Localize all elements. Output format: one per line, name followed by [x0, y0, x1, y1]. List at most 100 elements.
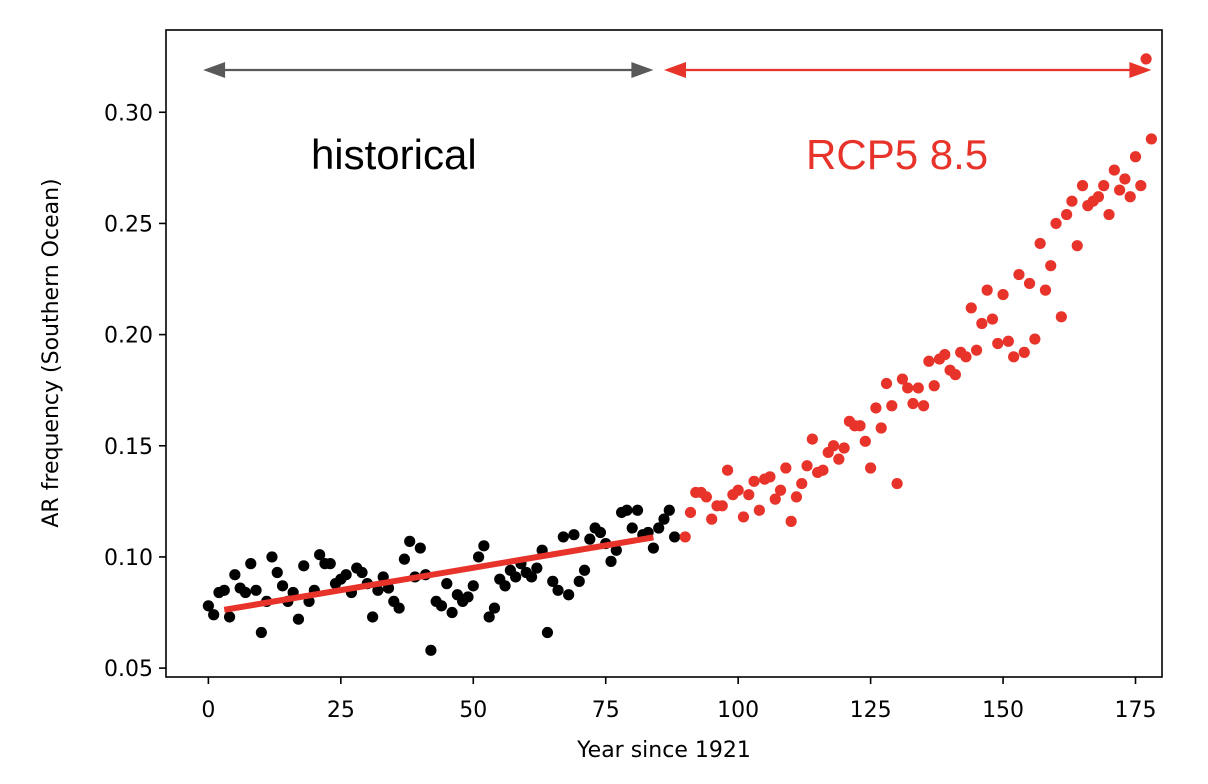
- rcp-point: [896, 373, 909, 385]
- y-tick-label: 0.20: [104, 324, 153, 349]
- historical-point: [245, 558, 257, 570]
- rcp-point: [965, 302, 977, 314]
- historical-point: [552, 584, 564, 596]
- x-tick-label: 175: [1115, 698, 1157, 723]
- x-tick-label: 150: [982, 698, 1024, 723]
- rcp-point: [1071, 240, 1083, 252]
- rcp-point: [801, 460, 813, 472]
- trend-line: [223, 534, 654, 613]
- historical-point: [568, 529, 580, 541]
- y-tick-label: 0.15: [104, 435, 153, 460]
- rcp-point: [880, 377, 893, 390]
- historical-point: [314, 549, 326, 561]
- rcp-point: [1008, 351, 1020, 363]
- x-tick-label: 0: [201, 698, 215, 723]
- historical-point: [499, 580, 511, 592]
- rcp-point: [891, 477, 903, 490]
- historical-point: [229, 569, 241, 581]
- rcp-point: [870, 402, 882, 414]
- rcp-point: [928, 380, 940, 392]
- plot-frame: [165, 29, 1163, 678]
- annotation-rcp: RCP5 8.5: [806, 131, 988, 178]
- rcp-point: [1124, 191, 1136, 203]
- historical-point: [557, 531, 569, 543]
- rcp-point: [1114, 184, 1126, 196]
- historical-point: [488, 602, 501, 614]
- historical-point: [631, 504, 644, 516]
- rcp-point: [923, 355, 935, 367]
- y-tick-label: 0.10: [104, 546, 153, 571]
- historical-point: [658, 513, 670, 525]
- historical-point: [404, 535, 416, 547]
- rcp-point: [700, 491, 712, 503]
- rcp-point: [1135, 180, 1147, 192]
- rcp-point: [732, 484, 744, 496]
- historical-point: [578, 564, 591, 576]
- rcp-point: [753, 504, 765, 516]
- rcp-point: [1023, 277, 1036, 290]
- rcp-point: [806, 433, 818, 445]
- historical-point: [531, 562, 543, 574]
- rcp-point: [1050, 217, 1062, 230]
- arrow-head-right: [631, 62, 654, 79]
- rcp-point: [833, 453, 845, 465]
- historical-point: [605, 555, 617, 567]
- rcp-point: [721, 464, 734, 476]
- rcp-point: [1103, 208, 1115, 221]
- rcp-point: [743, 489, 755, 501]
- rcp-point: [960, 351, 972, 363]
- rcp-point: [986, 313, 999, 325]
- rcp-point: [997, 288, 1009, 301]
- historical-point: [573, 575, 585, 587]
- arrow-head-left: [203, 62, 226, 79]
- x-tick-label: 100: [717, 698, 759, 723]
- rcp-point: [992, 337, 1004, 350]
- historical-point: [462, 591, 474, 603]
- y-tick-label: 0.30: [104, 101, 153, 126]
- historical-point: [446, 606, 458, 619]
- rcp-point: [817, 464, 829, 476]
- rcp-point: [875, 422, 887, 434]
- rcp-point: [1061, 208, 1073, 221]
- rcp-point: [859, 435, 871, 447]
- rcp-point: [912, 382, 924, 394]
- arrow-head-left: [664, 62, 686, 79]
- historical-point: [663, 504, 675, 516]
- rcp-point: [886, 400, 898, 412]
- rcp-point: [1119, 173, 1131, 185]
- rcp-point: [1108, 164, 1120, 176]
- historical-point: [547, 575, 559, 587]
- historical-point: [653, 522, 665, 534]
- historical-point: [202, 600, 214, 612]
- rcp-point: [854, 420, 866, 432]
- historical-point: [610, 544, 622, 556]
- rcp-point: [1076, 180, 1089, 192]
- rcp-point: [917, 400, 930, 412]
- historical-point: [372, 584, 384, 596]
- historical-point: [563, 589, 575, 601]
- rcp-point: [1129, 151, 1142, 163]
- historical-point: [292, 613, 305, 625]
- period-arrow-rcp: [664, 62, 1152, 79]
- rcp-point: [865, 462, 877, 474]
- rcp-point: [737, 511, 750, 523]
- rcp-point: [769, 493, 781, 505]
- historical-point: [208, 609, 220, 621]
- historical-point: [668, 531, 681, 543]
- rcp-point: [1045, 260, 1057, 272]
- rcp-point: [1098, 180, 1110, 192]
- historical-point: [356, 566, 368, 579]
- historical-point: [367, 611, 379, 623]
- rcp-point: [1039, 284, 1052, 296]
- historical-point: [218, 584, 230, 596]
- historical-point: [467, 580, 479, 592]
- historical-point: [472, 551, 485, 563]
- rcp-point: [1066, 195, 1078, 207]
- rcp-point: [902, 382, 914, 394]
- rcp-point: [981, 284, 993, 296]
- historical-point: [441, 578, 453, 590]
- rcp-point: [949, 369, 961, 381]
- rcp-point: [827, 440, 840, 452]
- plot-area: [165, 29, 1163, 678]
- rcp-point: [1092, 191, 1105, 203]
